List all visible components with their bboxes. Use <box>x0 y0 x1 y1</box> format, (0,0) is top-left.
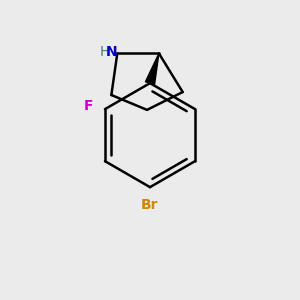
Polygon shape <box>146 53 159 85</box>
Text: F: F <box>84 99 93 113</box>
Text: N: N <box>106 45 118 59</box>
Text: Br: Br <box>141 198 159 212</box>
Text: H: H <box>100 45 110 59</box>
